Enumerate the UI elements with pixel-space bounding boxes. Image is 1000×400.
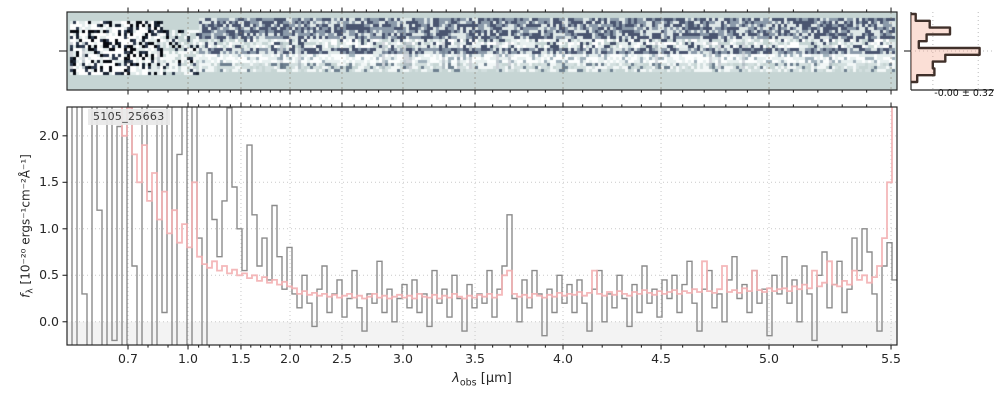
y-tick-label: 2.0 — [39, 127, 59, 143]
x-axis-label: λobs [μm] — [452, 371, 512, 389]
x-tick-label: 4.5 — [651, 351, 671, 366]
x-tick-label: 5.0 — [759, 351, 779, 366]
x-tick-label: 2.5 — [332, 351, 352, 366]
hist-outline — [911, 12, 981, 84]
x-tick-label: 0.7 — [118, 351, 138, 366]
y-axis-label-f: f — [18, 293, 33, 298]
y-tick-label: 1.5 — [39, 174, 59, 190]
x-axis-label-lambda: λ — [452, 371, 460, 386]
object-id-label: 5105_25663 — [88, 109, 170, 125]
y-axis-label-sub: λ — [25, 288, 36, 294]
x-tick-label: 1.0 — [178, 351, 198, 366]
y-tick-label: 0.0 — [39, 313, 59, 329]
x-axis-label-unit: [μm] — [476, 371, 512, 386]
spectrum-line — [71, 107, 897, 345]
main-plot-frame — [66, 106, 898, 346]
x-tick-label: 2.0 — [280, 351, 300, 366]
x-axis-label-sub: obs — [459, 377, 477, 389]
uncertainty-line — [121, 107, 893, 300]
x-tick-label: 4.0 — [553, 351, 573, 366]
x-tick-label: 5.5 — [881, 351, 901, 366]
y-tick-label: 0.5 — [39, 267, 59, 283]
x-tick-label: 3.0 — [393, 351, 413, 366]
x-tick-label: 3.5 — [465, 351, 485, 366]
spectrum-2d-frame — [66, 11, 898, 91]
below-zero-shade — [67, 321, 897, 345]
spectrum-2d-noise-canvas — [67, 12, 897, 90]
x-tick-label: 1.5 — [231, 351, 251, 366]
y-tick-label: 1.0 — [39, 220, 59, 236]
histogram-stats-annotation: -0.00 ± 0.32 — [934, 88, 994, 99]
